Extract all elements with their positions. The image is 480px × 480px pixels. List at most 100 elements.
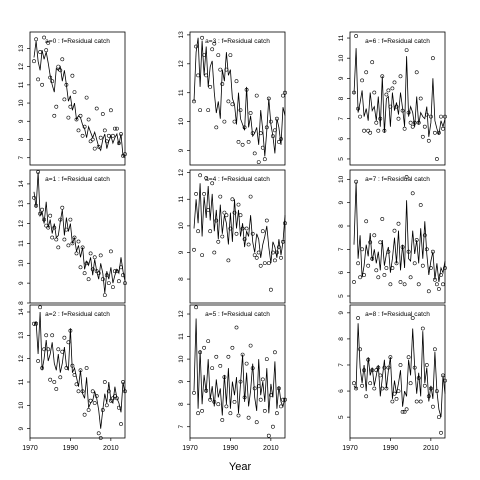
- data-point: [106, 133, 111, 138]
- data-point: [230, 102, 235, 107]
- data-point: [218, 194, 223, 199]
- data-point: [428, 114, 433, 119]
- y-tick-label: 13: [18, 200, 25, 208]
- data-point: [398, 280, 403, 284]
- data-point: [246, 139, 251, 144]
- panel-frame: [189, 304, 286, 439]
- data-point: [279, 255, 283, 260]
- data-point: [204, 176, 209, 180]
- data-point: [441, 282, 445, 287]
- data-point: [92, 401, 97, 405]
- data-point: [372, 386, 377, 391]
- data-point: [360, 383, 365, 388]
- data-point: [279, 404, 283, 409]
- data-point: [420, 326, 425, 331]
- data-point: [32, 195, 36, 200]
- data-point: [384, 266, 389, 270]
- data-point: [50, 333, 55, 338]
- data-point: [104, 139, 109, 144]
- data-point: [224, 213, 229, 218]
- data-point: [58, 375, 63, 380]
- data-point: [206, 339, 211, 344]
- series-line: [193, 183, 286, 264]
- x-tick-label: 1990: [223, 445, 239, 452]
- data-point: [264, 218, 269, 223]
- y-tick-label: 9: [18, 281, 25, 285]
- data-point: [84, 261, 89, 266]
- data-point: [68, 104, 73, 109]
- data-point: [362, 273, 367, 277]
- data-point: [244, 226, 249, 231]
- data-point: [98, 135, 103, 140]
- data-point: [382, 273, 387, 277]
- data-point: [102, 380, 107, 384]
- data-point: [242, 125, 247, 130]
- panel-label: a=6 : f=Residual catch: [365, 38, 430, 45]
- series-line: [33, 171, 126, 294]
- data-point: [80, 245, 85, 250]
- x-tick-label: 2010: [423, 445, 439, 452]
- chart-panel-1: a=3 : f=Residual catch 9 10 11 12 13: [178, 31, 287, 166]
- data-point: [206, 108, 211, 113]
- data-point: [358, 114, 363, 119]
- data-point: [204, 73, 209, 78]
- data-point: [202, 345, 207, 350]
- y-tick-label: 8: [178, 402, 185, 406]
- y-tick-label: 5: [338, 157, 345, 161]
- data-point: [279, 137, 283, 141]
- data-point: [394, 104, 399, 109]
- y-tick-label: 5: [338, 415, 345, 419]
- data-point: [386, 365, 391, 370]
- data-point: [364, 219, 369, 224]
- data-point: [408, 381, 413, 386]
- data-point: [36, 359, 41, 363]
- data-point: [111, 133, 115, 138]
- data-point: [234, 325, 239, 330]
- data-point: [84, 366, 89, 370]
- data-point: [232, 119, 237, 124]
- data-point: [358, 275, 363, 280]
- data-point: [74, 117, 79, 122]
- data-point: [252, 253, 257, 258]
- data-point: [198, 350, 203, 355]
- data-point: [109, 108, 113, 113]
- y-tick-label: 9: [338, 76, 345, 80]
- data-point: [228, 53, 233, 58]
- data-point: [56, 64, 61, 69]
- data-point: [84, 95, 89, 100]
- data-point: [115, 396, 119, 401]
- data-point: [224, 404, 229, 409]
- data-point: [260, 229, 265, 234]
- y-tick-label: 9: [178, 250, 185, 254]
- data-point: [414, 70, 419, 75]
- data-point: [70, 73, 75, 78]
- data-point: [102, 128, 107, 133]
- data-point: [410, 124, 415, 129]
- data-point: [368, 381, 373, 386]
- data-point: [232, 399, 237, 404]
- data-point: [208, 229, 213, 234]
- y-tick-label: 11: [18, 81, 25, 88]
- data-point: [52, 380, 57, 384]
- data-point: [236, 413, 241, 418]
- data-point: [218, 363, 223, 368]
- data-point: [372, 233, 377, 238]
- data-point: [68, 217, 73, 222]
- data-point: [56, 245, 61, 250]
- data-point: [86, 408, 91, 412]
- data-point: [66, 243, 71, 248]
- data-point: [196, 73, 201, 78]
- y-tick-label: 12: [18, 355, 25, 363]
- data-point: [196, 411, 201, 416]
- data-point: [400, 245, 405, 249]
- y-tick-label: 10: [338, 175, 345, 183]
- data-point: [412, 261, 417, 266]
- data-point: [370, 256, 375, 261]
- data-point: [236, 139, 241, 144]
- panel-label: a=8 : f=Residual catch: [365, 311, 430, 318]
- data-point: [115, 269, 119, 274]
- data-point: [374, 268, 379, 273]
- data-point: [434, 157, 439, 161]
- y-tick-label: 11: [18, 240, 25, 247]
- data-point: [80, 389, 85, 394]
